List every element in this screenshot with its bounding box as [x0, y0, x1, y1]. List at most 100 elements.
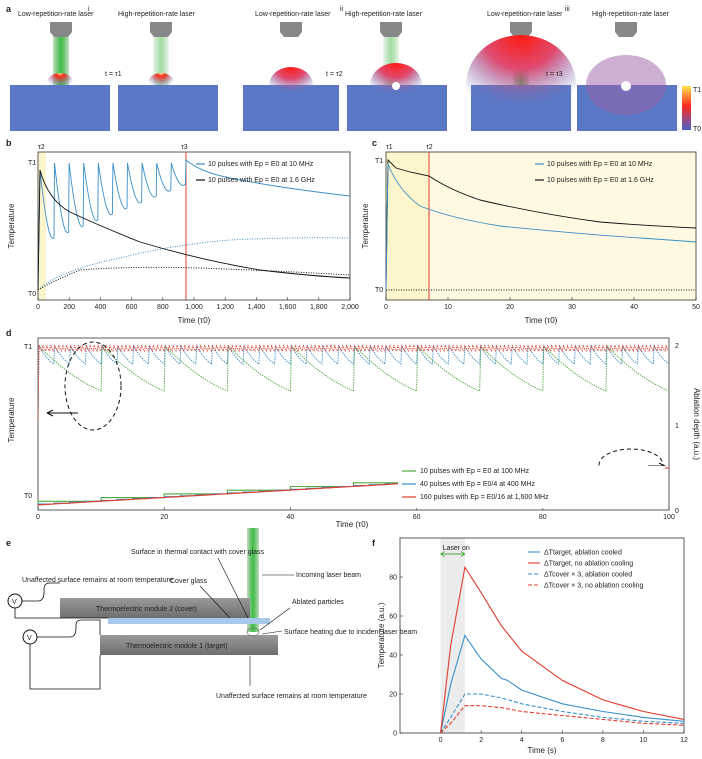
marker-tau1: τ1: [386, 144, 393, 151]
x-ticks: 0 200 400 600 800 1,000 1,200 1,400 1,600 1,800 2,…: [36, 297, 359, 311]
label-cover-glass: Cover glass: [170, 578, 207, 585]
y2-tick: 0: [675, 508, 679, 515]
marker-tau3: τ3: [181, 144, 188, 151]
colorbar-top: T1: [693, 87, 701, 94]
series-10mhz: [37, 159, 351, 291]
x-tick-label: 2: [479, 737, 483, 744]
laser-head-icon: [380, 22, 402, 37]
marker-tau2: τ2: [426, 144, 433, 151]
label-incoming: Incoming laser beam: [296, 572, 361, 579]
x-ticks: 0 20 40 60 80 100: [36, 507, 675, 521]
plot-frame: [399, 537, 685, 734]
laser-head-icon: [615, 22, 637, 37]
x-tick-label: 0: [36, 514, 40, 521]
colorbar-bottom: T0: [693, 126, 701, 133]
time-label-i: t = τ1: [105, 71, 122, 78]
x-tick-label: 0: [36, 304, 40, 311]
y-tick-label: 0: [393, 731, 397, 738]
voltmeter-label: V: [27, 635, 32, 642]
x-tick-label: 60: [413, 514, 421, 521]
hot-spot: [466, 35, 576, 135]
legend-item: 10 pulses with Ep = E0 at 1.6 GHz: [208, 177, 315, 184]
y2-tick: 2: [675, 343, 679, 350]
series-line: [440, 705, 685, 734]
y-axis-label: Temperature (a.u.): [377, 602, 386, 668]
leader-line: [261, 630, 283, 635]
caption-ii-left: Low-repetition-rate laser: [255, 11, 331, 18]
x-axis-label: Time (τ0): [336, 520, 369, 529]
arrow-left-icon: [46, 409, 78, 417]
caption-i-left: Low-repetition-rate laser: [18, 11, 94, 18]
leader-line: [259, 607, 291, 631]
highlight-band: [386, 152, 429, 300]
voltmeter-label: V: [12, 599, 17, 606]
legend-item: ΔTtarget, ablation cooled: [544, 550, 622, 557]
panel-a-label: a: [6, 4, 12, 14]
x-tick-label: 8: [601, 737, 605, 744]
time-label-ii: t = τ2: [326, 71, 343, 78]
laser-head-icon: [150, 22, 172, 37]
series-10mhz: [385, 163, 697, 291]
roman-ii: ii: [340, 6, 344, 13]
y-tick-label: 20: [389, 692, 397, 699]
x-tick-label: 1,600: [279, 304, 297, 311]
highlight-band: [38, 152, 46, 300]
y2-axis-label: Ablation depth (a.u.): [692, 388, 701, 460]
x-tick-label: 50: [692, 304, 700, 311]
series-line: [440, 693, 685, 734]
x-axis-label: Time (τ0): [178, 316, 211, 325]
hot-spot: [269, 67, 313, 103]
label-unaffected-bottom: Unaffected surface remains at room tempe…: [216, 693, 367, 700]
label-unaffected-top: Unaffected surface remains at room tempe…: [22, 577, 173, 584]
x-tick-label: 600: [126, 304, 138, 311]
x-tick-label: 1,800: [310, 304, 328, 311]
legend-item: 10 pulses with Ep = E0 at 100 MHz: [420, 468, 530, 475]
x-tick-label: 80: [539, 514, 547, 521]
series-1-6ghz: [37, 169, 351, 291]
legend-item: 10 pulses with Ep = E0 at 10 MHz: [547, 161, 653, 168]
x-tick-label: 100: [663, 514, 675, 521]
label-ablated: Ablated particles: [292, 599, 344, 606]
roman-i: i: [88, 6, 90, 13]
module-2-label: Thermoelectric module 2 (cover): [96, 606, 197, 613]
series-line: [440, 565, 685, 734]
panel-b-label: b: [6, 138, 12, 148]
ablation-plume: [246, 627, 260, 637]
series-100mhz-temp: [37, 344, 670, 421]
thermoelectric-module-2: [60, 598, 250, 618]
ablation-crater: [392, 82, 400, 90]
y-bottom-label: T0: [24, 493, 32, 500]
cover-glass: [108, 618, 270, 624]
roman-iii: iii: [565, 6, 570, 13]
wire: [22, 582, 60, 602]
laser-head-icon: [50, 22, 72, 37]
x-tick-label: 40: [630, 304, 638, 311]
legend-item: 40 pulses with Ep = E0/4 at 400 MHz: [420, 481, 535, 488]
caption-ii-right: High-repetition-rate laser: [345, 11, 423, 18]
panel-c-label: c: [372, 138, 377, 148]
highlight-ellipse: [64, 341, 122, 431]
double-arrow-icon: [440, 551, 466, 557]
x-tick-label: 30: [568, 304, 576, 311]
marker-tau2: τ2: [38, 144, 45, 151]
x-tick-label: 0: [384, 304, 388, 311]
thermoelectric-module-1: [100, 635, 278, 655]
leader-line: [217, 557, 249, 619]
x-tick-label: 10: [444, 304, 452, 311]
ablation-crater: [621, 81, 631, 91]
legend-box: [398, 466, 665, 508]
label-heating: Surface heating due to incident laser be…: [284, 629, 417, 636]
laser-beam: [153, 37, 169, 85]
leader-line: [199, 585, 231, 619]
x-tick-label: 2,000: [341, 304, 359, 311]
x-tick-label: 0: [439, 737, 443, 744]
x-tick-label: 12: [680, 737, 688, 744]
laser-head-icon: [280, 22, 302, 37]
series-1-6ghz: [385, 158, 697, 291]
legend-item: 10 pulses with Ep = E0 at 1.6 GHz: [547, 177, 654, 184]
x-tick-label: 40: [287, 514, 295, 521]
wire: [14, 608, 108, 619]
module-1-label: Thermoelectric module 1 (target): [126, 643, 228, 650]
y-axis-label: Temperature: [7, 397, 16, 442]
series-10mhz-dotted: [37, 237, 351, 291]
